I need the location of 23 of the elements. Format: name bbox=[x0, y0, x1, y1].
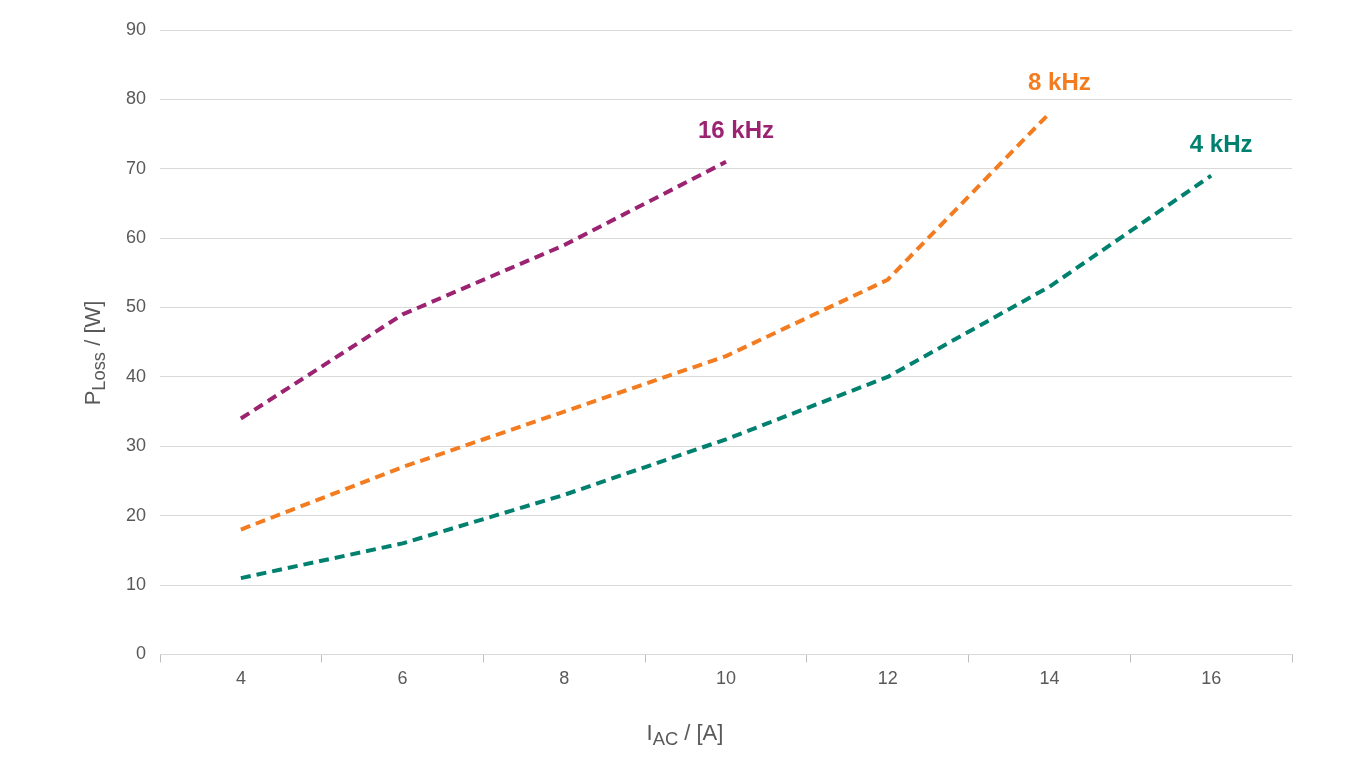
x-axis-title: I$_{AC}$ / [A] bbox=[645, 720, 725, 751]
x-tick-label: 10 bbox=[716, 668, 737, 689]
y-tick-label: 40 bbox=[125, 365, 147, 386]
y-tick-label: 60 bbox=[125, 227, 147, 248]
y-tick-label: 50 bbox=[125, 296, 147, 317]
x-tick-label: 6 bbox=[397, 668, 408, 689]
x-tick-label: 16 bbox=[1201, 668, 1222, 689]
y-tick-label: 30 bbox=[125, 435, 147, 456]
line-series bbox=[238, 173, 1214, 581]
y-tick-label: 20 bbox=[125, 504, 147, 525]
line-series bbox=[238, 159, 729, 421]
series-label: 4 kHz bbox=[1189, 130, 1253, 158]
y-tick-label: 10 bbox=[125, 573, 147, 594]
y-tick-label: 0 bbox=[136, 643, 147, 664]
y-tick-label: 80 bbox=[125, 88, 147, 109]
x-tick-label: 12 bbox=[877, 668, 898, 689]
x-tick-label: 14 bbox=[1039, 668, 1060, 689]
x-tick-label: 4 bbox=[235, 668, 246, 689]
series-label: 8 kHz bbox=[1028, 67, 1091, 95]
x-tick-label: 8 bbox=[559, 668, 570, 689]
series-label: 16 kHz bbox=[697, 116, 775, 144]
y-tick-label: 90 bbox=[125, 18, 147, 39]
y-tick-label: 70 bbox=[125, 157, 147, 178]
